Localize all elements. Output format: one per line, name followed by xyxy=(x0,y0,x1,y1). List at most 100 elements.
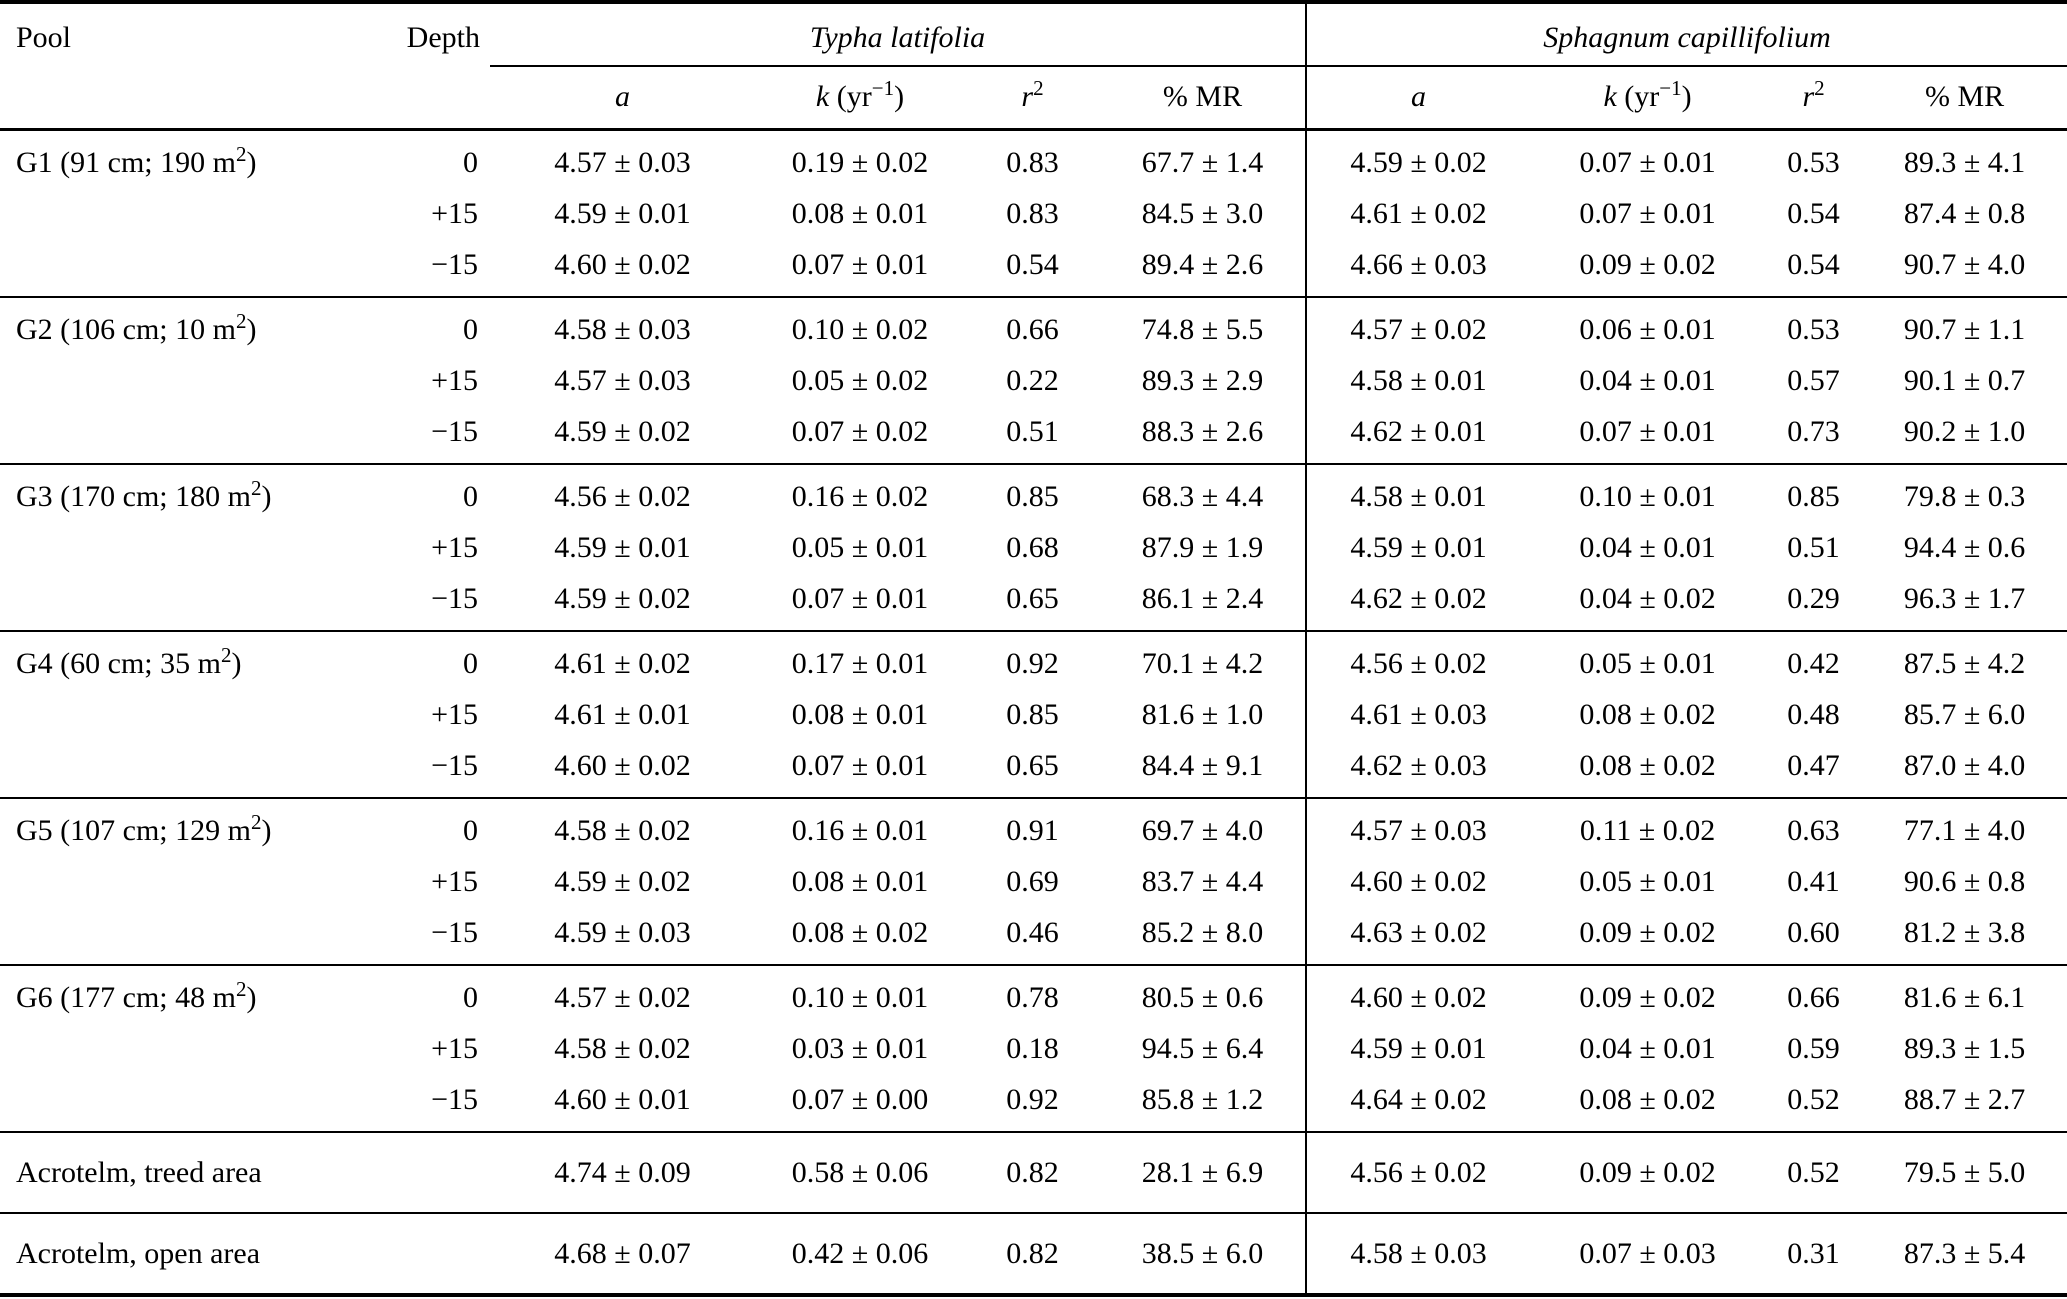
sphagnum-value: 0.07 ± 0.01 xyxy=(1579,415,1716,448)
sphagnum-value: 89.3 ± 1.5 xyxy=(1903,1032,2026,1065)
depth-value xyxy=(390,1131,490,1213)
stat-header-a-sphagnum: a xyxy=(1305,66,1531,131)
typha-value: 0.07 ± 0.01 xyxy=(791,582,929,615)
sphagnum-value: 0.48 xyxy=(1787,698,1840,731)
typha-value: 85.8 ± 1.2 xyxy=(1141,1083,1264,1116)
sphagnum-value: 4.61 ± 0.02 xyxy=(1305,188,1531,239)
typha-value: 0.08 ± 0.01 xyxy=(791,197,929,230)
pool-label xyxy=(0,1023,390,1074)
table-row: Acrotelm, open area 4.68 ± 0.07 0.42 ± 0.0… xyxy=(0,1212,2067,1295)
typha-value: 38.5 ± 6.0 xyxy=(1100,1212,1307,1295)
pool-label: Acrotelm, treed area xyxy=(0,1131,390,1213)
typha-value: 4.58 ± 0.02 xyxy=(554,1032,691,1065)
sphagnum-value: 0.60 xyxy=(1787,916,1840,949)
depth-value: −15 xyxy=(431,749,478,782)
sphagnum-value: 90.1 ± 0.7 xyxy=(1903,364,2026,397)
table-row: G4 (60 cm; 35 m2) 0 4.61 ± 0.02 0.17 ± 0.01… xyxy=(0,630,2067,689)
sphagnum-value: 85.7 ± 6.0 xyxy=(1903,698,2026,731)
table-row: +15 4.61 ± 0.01 0.08 ± 0.01 0.85 81.6 ± 1.0 4… xyxy=(0,689,2067,740)
typha-value: 0.03 ± 0.01 xyxy=(791,1032,929,1065)
pool-label: G2 (106 cm; 10 m2) xyxy=(0,296,390,355)
sphagnum-value: 94.4 ± 0.6 xyxy=(1903,531,2026,564)
sphagnum-value: 0.09 ± 0.02 xyxy=(1579,916,1716,949)
typha-value: 4.57 ± 0.03 xyxy=(490,128,755,188)
pool-label xyxy=(0,573,390,631)
sphagnum-value: 4.59 ± 0.01 xyxy=(1305,522,1531,573)
pool-label xyxy=(0,1074,390,1132)
sphagnum-value: 4.58 ± 0.01 xyxy=(1305,355,1531,406)
depth-value: −15 xyxy=(431,916,478,949)
typha-value: 0.69 xyxy=(1006,865,1059,898)
typha-value: 0.68 xyxy=(1006,531,1059,564)
typha-value: 74.8 ± 5.5 xyxy=(1100,296,1307,355)
sphagnum-value: 0.53 xyxy=(1765,128,1863,188)
sphagnum-value: 4.61 ± 0.03 xyxy=(1305,689,1531,740)
typha-value: 4.59 ± 0.02 xyxy=(554,865,691,898)
sphagnum-value: 88.7 ± 2.7 xyxy=(1903,1083,2026,1116)
sphagnum-value: 4.57 ± 0.03 xyxy=(1305,797,1531,856)
typha-value: 0.85 xyxy=(965,463,1100,522)
depth-value: 0 xyxy=(390,128,490,188)
typha-value: 4.59 ± 0.02 xyxy=(554,415,691,448)
sphagnum-value: 90.2 ± 1.0 xyxy=(1903,415,2026,448)
sphagnum-value: 0.09 ± 0.02 xyxy=(1579,248,1716,281)
typha-value: 0.08 ± 0.02 xyxy=(791,916,929,949)
typha-value: 4.59 ± 0.01 xyxy=(554,197,691,230)
sphagnum-value: 0.08 ± 0.02 xyxy=(1579,1083,1716,1116)
pool-label xyxy=(0,689,390,740)
typha-value: 4.59 ± 0.02 xyxy=(554,582,691,615)
typha-value: 4.58 ± 0.03 xyxy=(490,296,755,355)
table-row: G5 (107 cm; 129 m2) 0 4.58 ± 0.02 0.16 ± 0.… xyxy=(0,797,2067,856)
sphagnum-value: 79.5 ± 5.0 xyxy=(1862,1131,2067,1213)
sphagnum-value: 0.04 ± 0.01 xyxy=(1579,364,1716,397)
depth-value: 0 xyxy=(390,296,490,355)
sphagnum-value: 81.2 ± 3.8 xyxy=(1903,916,2026,949)
sphagnum-value: 0.29 xyxy=(1787,582,1840,615)
typha-value: 88.3 ± 2.6 xyxy=(1141,415,1264,448)
typha-value: 0.18 xyxy=(1006,1032,1059,1065)
sphagnum-value: 0.41 xyxy=(1787,865,1840,898)
sphagnum-value: 4.60 ± 0.02 xyxy=(1305,964,1531,1023)
table-row: −15 4.60 ± 0.02 0.07 ± 0.01 0.65 84.4 ± 9.1 4… xyxy=(0,740,2067,798)
typha-value: 0.92 xyxy=(965,630,1100,689)
sphagnum-value: 4.57 ± 0.02 xyxy=(1305,296,1531,355)
table-row: +15 4.58 ± 0.02 0.03 ± 0.01 0.18 94.5 ± 6.4 4… xyxy=(0,1023,2067,1074)
depth-value: −15 xyxy=(431,582,478,615)
sphagnum-value: 0.59 xyxy=(1787,1032,1840,1065)
sphagnum-value: 0.07 ± 0.01 xyxy=(1530,128,1766,188)
typha-value: 0.54 xyxy=(1006,248,1059,281)
sphagnum-value: 0.31 xyxy=(1765,1212,1863,1295)
typha-value: 0.08 ± 0.01 xyxy=(791,698,929,731)
typha-value: 0.42 ± 0.06 xyxy=(755,1212,965,1295)
sphagnum-value: 4.64 ± 0.02 xyxy=(1305,1074,1531,1132)
typha-value: 0.07 ± 0.01 xyxy=(791,749,929,782)
header-row-stats: a k (yr−1) r2 % MR a k (yr−1) r2 % MR xyxy=(0,66,2067,131)
sphagnum-value: 0.09 ± 0.02 xyxy=(1530,1131,1766,1213)
sphagnum-value: 90.6 ± 0.8 xyxy=(1903,865,2026,898)
typha-value: 0.83 xyxy=(965,128,1100,188)
depth-value: 0 xyxy=(390,797,490,856)
pool-label xyxy=(0,907,390,965)
sphagnum-value: 0.05 ± 0.01 xyxy=(1530,630,1766,689)
pool-label xyxy=(0,406,390,464)
pool-label: G1 (91 cm; 190 m2) xyxy=(0,128,390,188)
sphagnum-value: 0.47 xyxy=(1787,749,1840,782)
typha-value: 0.10 ± 0.02 xyxy=(755,296,965,355)
typha-value: 0.08 ± 0.01 xyxy=(791,865,929,898)
sphagnum-value: 0.52 xyxy=(1765,1131,1863,1213)
sphagnum-value: 4.58 ± 0.03 xyxy=(1305,1212,1531,1295)
typha-value: 0.17 ± 0.01 xyxy=(755,630,965,689)
sphagnum-value: 0.57 xyxy=(1787,364,1840,397)
depth-value: +15 xyxy=(431,698,478,731)
sphagnum-value: 4.62 ± 0.02 xyxy=(1305,573,1531,631)
sphagnum-value: 87.0 ± 4.0 xyxy=(1903,749,2026,782)
sphagnum-value: 0.09 ± 0.02 xyxy=(1530,964,1766,1023)
typha-value: 89.4 ± 2.6 xyxy=(1141,248,1264,281)
stat-header-mr-sphagnum: % MR xyxy=(1862,66,2067,131)
table-row: G6 (177 cm; 48 m2) 0 4.57 ± 0.02 0.10 ± 0.0… xyxy=(0,964,2067,1023)
sphagnum-value: 0.54 xyxy=(1787,248,1840,281)
pool-label xyxy=(0,239,390,297)
typha-value: 0.22 xyxy=(1006,364,1059,397)
stat-header-r2-sphagnum: r2 xyxy=(1765,66,1863,131)
